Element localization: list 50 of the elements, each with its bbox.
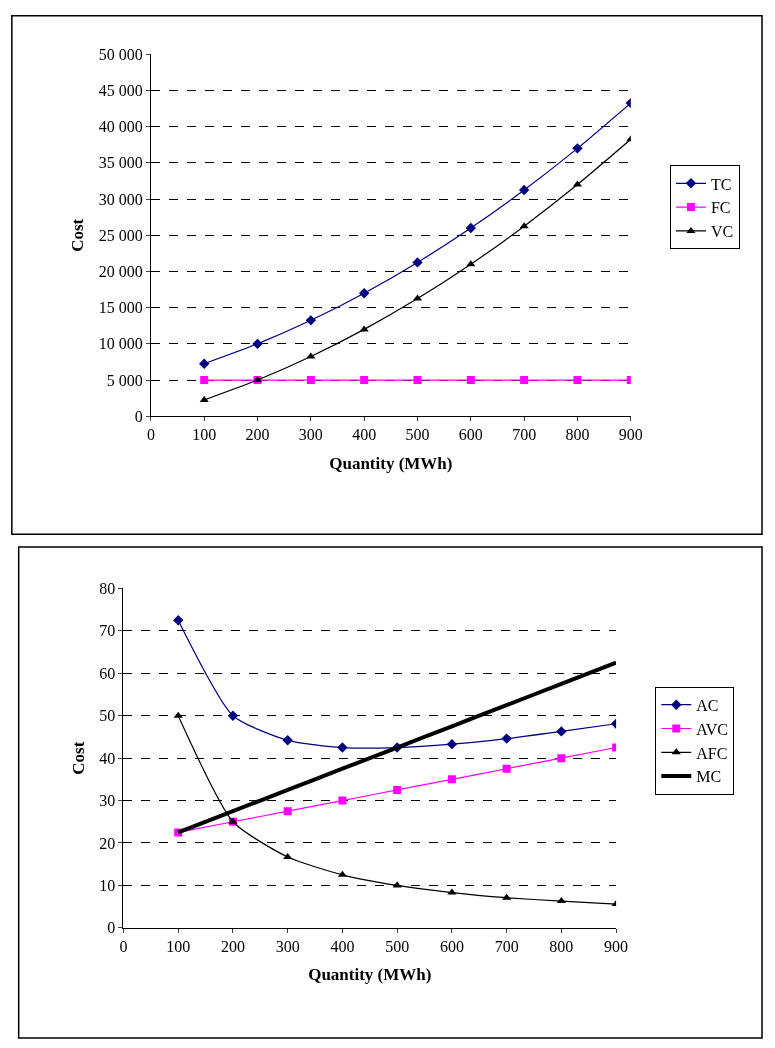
y-tick-label: 40 — [99, 749, 116, 767]
y-tick-label: 10 — [99, 877, 116, 895]
legend-label: MC — [696, 768, 722, 786]
y-tick-label: 80 — [99, 580, 116, 598]
x-tick-label: 200 — [245, 426, 270, 444]
y-tick-label: 40 000 — [98, 118, 143, 136]
y-tick-label: 70 — [99, 622, 116, 640]
y-tick-label: 35 000 — [98, 154, 143, 172]
legend-label: VC — [710, 223, 734, 241]
x-tick-label: 800 — [549, 938, 574, 956]
legend-label: FC — [710, 199, 731, 217]
x-tick-label: 500 — [385, 938, 410, 956]
y-axis-title: Cost — [68, 218, 88, 252]
x-tick-label: 700 — [494, 938, 519, 956]
legend-label: AFC — [696, 744, 728, 762]
y-tick-label: 20 — [99, 834, 116, 852]
y-tick-label: 0 — [134, 407, 143, 425]
legend-label: AC — [696, 696, 719, 714]
legend-label: TC — [710, 175, 732, 193]
x-tick-label: 900 — [604, 938, 629, 956]
y-tick-label: 0 — [107, 919, 116, 937]
y-tick-label: 30 — [99, 792, 116, 810]
y-tick-label: 50 — [99, 707, 116, 725]
y-tick-label: 30 000 — [98, 190, 143, 208]
x-tick-label: 100 — [166, 938, 191, 956]
x-tick-label: 100 — [192, 426, 217, 444]
x-tick-label: 400 — [330, 938, 355, 956]
x-tick-label: 0 — [146, 426, 155, 444]
legend-label: AVC — [696, 720, 728, 738]
y-tick-label: 20 000 — [98, 263, 143, 281]
y-tick-label: 25 000 — [98, 226, 143, 244]
x-tick-label: 600 — [439, 938, 464, 956]
x-tick-label: 600 — [458, 426, 483, 444]
x-tick-label: 400 — [352, 426, 377, 444]
x-tick-label: 200 — [220, 938, 245, 956]
y-tick-label: 60 — [99, 664, 116, 682]
x-tick-label: 900 — [618, 426, 643, 444]
y-tick-label: 15 000 — [98, 299, 143, 317]
x-tick-label: 300 — [275, 938, 300, 956]
x-axis-title: Quantity (MWh) — [308, 965, 432, 985]
y-tick-label: 45 000 — [98, 82, 143, 100]
x-axis-title: Quantity (MWh) — [329, 453, 453, 473]
x-tick-label: 700 — [512, 426, 537, 444]
y-tick-label: 50 000 — [98, 45, 143, 63]
y-axis-title: Cost — [68, 741, 88, 775]
y-tick-label: 5 000 — [106, 371, 143, 389]
y-tick-label: 10 000 — [98, 335, 143, 353]
x-tick-label: 300 — [298, 426, 323, 444]
x-tick-label: 500 — [405, 426, 430, 444]
x-tick-label: 800 — [565, 426, 590, 444]
